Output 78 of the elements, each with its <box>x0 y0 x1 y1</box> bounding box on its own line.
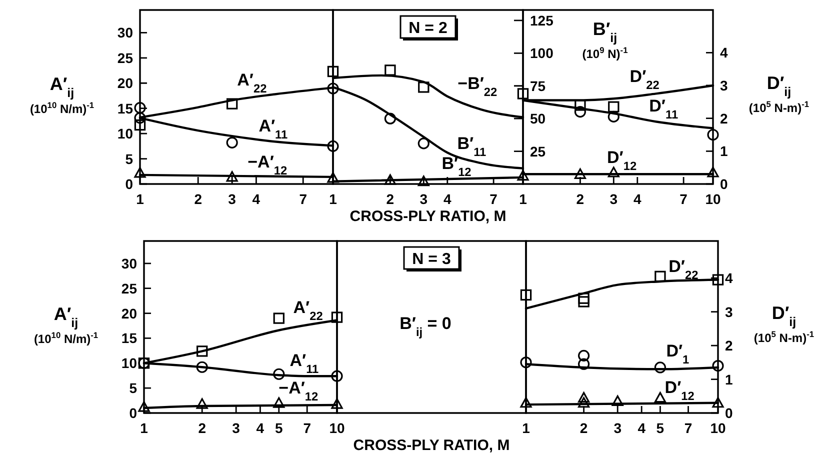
y-tick-label: 2 <box>725 338 733 354</box>
x-tick-label: 2 <box>386 191 394 207</box>
x-tick-label: 2 <box>194 191 202 207</box>
y-tick-label: 30 <box>117 24 134 41</box>
x-tick-label: 7 <box>680 191 688 207</box>
x-tick-label: 4 <box>256 420 264 436</box>
x-tick-label: 2 <box>580 420 588 436</box>
x-tick-label: 1 <box>519 191 528 207</box>
x-tick-label: 3 <box>610 191 618 207</box>
y-tick-label: 25 <box>530 143 546 160</box>
y-tick-label: 3 <box>725 304 733 320</box>
y-tick-label: 1 <box>720 143 728 160</box>
series-label: A′$_{11}$ <box>258 116 288 142</box>
text: B′$_{ij}$ = 0 <box>400 314 452 339</box>
y-tick-label: 15 <box>121 330 138 346</box>
y-tick-label: 10 <box>117 126 134 142</box>
text: N = 3 <box>412 251 451 268</box>
x-tick-label: 4 <box>633 191 642 207</box>
x-tick-label: 7 <box>299 191 308 207</box>
x-tick-label: 7 <box>490 191 498 207</box>
series-label: A′$_{11}$ <box>290 351 320 376</box>
x-tick-label: 7 <box>303 420 312 436</box>
y-tick-label: 15 <box>117 100 134 116</box>
y-tick-label: 50 <box>530 110 546 127</box>
text: A′$_{ij}$ (10$^{10}$ N/m)$^{-1}$ <box>34 304 98 346</box>
x-tick-label: 2 <box>198 420 206 436</box>
y-tick-label: 3 <box>720 78 728 94</box>
x-tick-label: 3 <box>420 191 428 207</box>
x-tick-label: 1 <box>329 191 338 207</box>
y-tick-label: 20 <box>121 305 138 322</box>
text: N = 2 <box>408 20 448 37</box>
series-label: D′$_{22}$ <box>630 67 660 92</box>
y-tick-label: 0 <box>129 405 138 421</box>
x-tick-label: 10 <box>329 420 345 436</box>
text: D′$_{ij}$ (10$^{5}$ N-m)$^{-1}$ <box>754 303 814 345</box>
y-tick-label: 0 <box>720 176 728 192</box>
y-tick-label: 4 <box>725 270 733 286</box>
series-label: D′$_{12}$ <box>607 148 637 174</box>
series-label: D′$_{1}$ <box>666 342 690 367</box>
y-tick-label: 30 <box>121 255 138 272</box>
text: A′$_{ij}$ (10$^{10}$ N/m)$^{-1}$ <box>30 74 94 116</box>
x-tick-label: 3 <box>232 420 240 436</box>
text: D′$_{ij}$ (10$^{5}$ N-m)$^{-1}$ <box>748 73 810 115</box>
series-label: D′$_{12}$ <box>664 378 695 404</box>
x-tick-label: 7 <box>684 420 692 436</box>
y-tick-label: 0 <box>125 176 134 192</box>
y-tick-label: 10 <box>121 355 138 372</box>
y-tick-label: 125 <box>530 12 554 28</box>
x-tick-label: 4 <box>638 420 646 436</box>
x-tick-label: 5 <box>656 420 664 436</box>
y-tick-label: 2 <box>720 110 728 126</box>
x-tick-label: 3 <box>228 191 236 207</box>
series-label: −A′$_{12}$ <box>278 378 319 404</box>
series-label: A′$_{22}$ <box>237 70 268 96</box>
x-tick-label: 4 <box>252 191 260 207</box>
y-tick-label: 1 <box>725 371 733 388</box>
y-tick-label: 0 <box>725 405 733 421</box>
series-label: −A′$_{12}$ <box>248 152 288 178</box>
y-axis-title: B′$_{ij}$ (10$^{9}$ N)$^{-1}$ <box>582 19 628 61</box>
y-tick-label: 25 <box>117 50 134 66</box>
x-tick-label: 5 <box>275 420 284 436</box>
y-tick-label: 20 <box>117 75 134 92</box>
series-label: A′$_{22}$ <box>293 298 324 324</box>
legend-label: D′$_{11}$ <box>649 96 678 122</box>
series-label: −B′$_{22}$ <box>458 74 498 100</box>
text: CROSS-PLY RATIO, M <box>353 437 510 454</box>
y-tick-label: 5 <box>129 380 138 396</box>
y-tick-label: 5 <box>125 150 134 167</box>
y-tick-label: 75 <box>530 78 546 94</box>
y-tick-label: 100 <box>530 45 554 62</box>
y-tick-label: 4 <box>720 44 728 61</box>
x-tick-label: 4 <box>443 191 452 207</box>
x-tick-label: 2 <box>576 191 584 207</box>
x-axis-title: CROSS-PLY RATIO, M <box>350 208 506 225</box>
series-label: D′$_{22}$ <box>668 256 699 282</box>
x-tick-label: 1 <box>140 420 148 436</box>
y-tick-label: 25 <box>121 280 138 296</box>
x-tick-label: 3 <box>614 420 622 436</box>
